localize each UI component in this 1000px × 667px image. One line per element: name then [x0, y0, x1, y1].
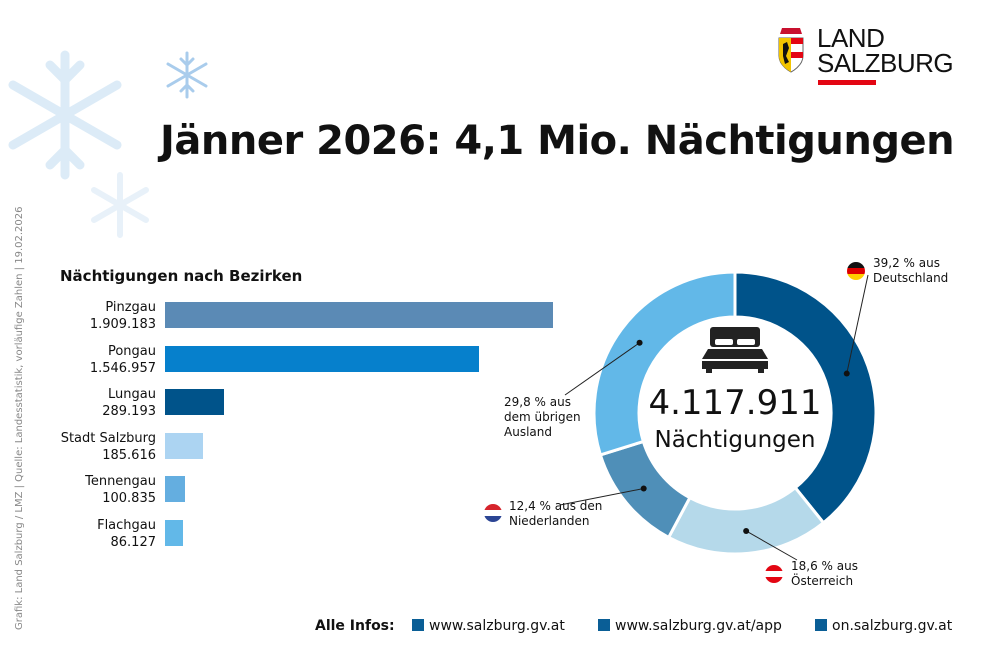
label-line: Deutschland	[873, 271, 949, 285]
category-label: Stadt Salzburg	[60, 430, 156, 446]
snowflake-decoration	[8, 50, 208, 238]
value-label: 185.616	[102, 447, 156, 463]
footer-link-online[interactable]: on.salzburg.gv.at	[815, 618, 952, 634]
page-title: Jänner 2026: 4,1 Mio. Nächtigungen	[160, 118, 955, 164]
link-text[interactable]: www.salzburg.gv.at/app	[615, 618, 782, 634]
value-label: 1.909.183	[89, 317, 156, 332]
coat-of-arms-icon	[778, 28, 804, 73]
bar-row: Pongau 1.546.957	[0, 343, 600, 386]
slice-label-austria: 18,6 % aus Österreich	[791, 559, 858, 589]
austria-flag-icon	[765, 565, 783, 583]
leader-line	[559, 488, 644, 506]
leader-dot	[843, 370, 850, 377]
germany-flag-icon	[847, 262, 865, 280]
leader-line	[745, 530, 798, 561]
leader-dot	[636, 339, 643, 346]
bar-label: Lungau 289.193	[0, 386, 156, 420]
slice-label-germany: 39,2 % aus Deutschland	[873, 256, 948, 286]
category-label: Lungau	[108, 387, 156, 403]
bar-row: Lungau 289.193	[0, 386, 600, 429]
footer-link-app[interactable]: www.salzburg.gv.at/app	[598, 618, 782, 634]
bar-pongau	[165, 345, 480, 372]
square-icon	[412, 619, 424, 631]
label-line: dem übrigen	[504, 410, 581, 424]
value-label: 100.835	[102, 491, 156, 507]
logo-underline	[818, 80, 876, 85]
bar-chart-title: Nächtigungen nach Bezirken	[60, 267, 303, 285]
logo-line2: SALZBURG	[817, 48, 954, 78]
slice-label-netherlands: 12,4 % aus den Niederlanden	[509, 499, 602, 529]
donut-slice-germany	[733, 270, 878, 525]
bar-label: Tennengau 100.835	[0, 473, 156, 507]
label-line: 39,2 % aus	[873, 256, 940, 270]
footer-link-website[interactable]: www.salzburg.gv.at	[412, 618, 565, 634]
donut-slice-other	[592, 270, 737, 457]
bar-tennengau	[165, 476, 186, 503]
category-label: Tennengau	[85, 474, 156, 490]
bar-row: Tennengau 100.835	[0, 473, 600, 516]
label-line: Niederlanden	[509, 514, 590, 528]
bar-label: Stadt Salzburg 185.616	[0, 430, 156, 464]
bar-row: Flachgau 86.127	[0, 517, 600, 560]
bar-label: Pongau 1.546.957	[0, 343, 156, 377]
value-label: 86.127	[110, 535, 157, 550]
bar-flachgau	[165, 520, 183, 546]
bar-label: Flachgau 86.127	[0, 517, 156, 551]
bar-stadt-salzburg	[165, 432, 203, 459]
label-line: 29,8 % aus	[504, 395, 571, 409]
label-line: Österreich	[791, 574, 854, 588]
slice-label-other: 29,8 % aus dem übrigen Ausland	[504, 395, 581, 440]
leader-dot	[743, 527, 750, 534]
square-icon	[598, 619, 610, 631]
value-label: 289.193	[102, 404, 156, 420]
bar-row: Pinzgau 1.909.183	[0, 299, 600, 342]
link-text[interactable]: on.salzburg.gv.at	[832, 618, 953, 634]
bar-label: Pinzgau 1.909.183	[0, 299, 156, 333]
category-label: Pongau	[107, 343, 156, 359]
label-line: Ausland	[504, 425, 552, 439]
label-line: 12,4 % aus den	[509, 499, 603, 513]
leader-line	[846, 274, 869, 374]
logo-line1: LAND	[817, 23, 885, 53]
link-text[interactable]: www.salzburg.gv.at	[429, 618, 565, 634]
footer-label: Alle Infos:	[315, 618, 395, 634]
bar-row: Stadt Salzburg 185.616	[0, 430, 600, 473]
total-overnight-stays: 4.117.911	[648, 383, 822, 423]
donut-slice-austria	[666, 485, 826, 556]
land-salzburg-logo: LAND SALZBURG	[776, 23, 954, 88]
value-label: 1.546.957	[89, 360, 156, 376]
bar-lungau	[165, 389, 224, 416]
bar-pinzgau	[165, 302, 553, 328]
logo-text: LAND SALZBURG	[817, 23, 954, 78]
category-label: Pinzgau	[105, 300, 156, 315]
square-icon	[815, 619, 827, 631]
leader-dot	[640, 485, 647, 492]
leader-line	[564, 342, 640, 396]
bed-icon	[702, 327, 768, 373]
category-label: Flachgau	[97, 518, 156, 533]
netherlands-flag-icon	[484, 504, 502, 522]
label-line: 18,6 % aus	[791, 559, 858, 573]
total-label: Nächtigungen	[654, 427, 816, 453]
